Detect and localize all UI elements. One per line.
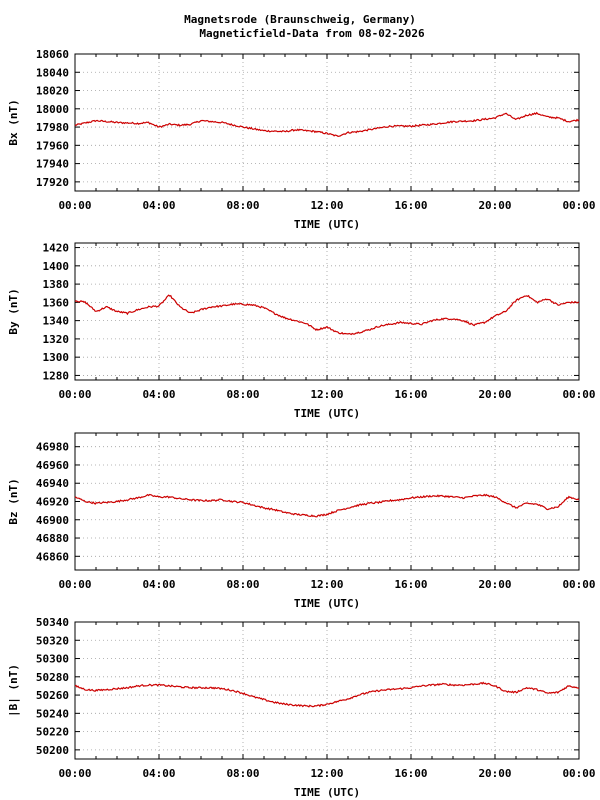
panel-2-y-axis-label: By (nT) <box>7 288 20 334</box>
panel-3-x-tick-label-0: 00:00 <box>58 578 91 591</box>
chart-title-line1: Magnetsrode (Braunschweig, Germany) <box>184 13 416 26</box>
panel-1-series-line <box>74 111 580 138</box>
panel-1-x-tick-label-1: 04:00 <box>142 199 175 212</box>
panel-3-x-tick-label-4: 16:00 <box>394 578 427 591</box>
panel-4-x-axis-label: TIME (UTC) <box>294 786 360 799</box>
panel-4-y-tick-label-5: 50300 <box>36 653 69 666</box>
panel-2-y-tick-label-0: 1280 <box>43 369 70 382</box>
panel-4-series-line <box>74 681 580 708</box>
panel-2-x-tick-label-6: 00:00 <box>562 388 595 401</box>
panel-4-x-tick-label-0: 00:00 <box>58 767 91 780</box>
panel-3-x-tick-label-5: 20:00 <box>478 578 511 591</box>
panel-2-y-tick-label-1: 1300 <box>43 351 70 364</box>
panel-3-y-tick-label-0: 46860 <box>36 550 69 563</box>
panel-4-x-tick-label-3: 12:00 <box>310 767 343 780</box>
panel-1-x-tick-label-5: 20:00 <box>478 199 511 212</box>
panel-3-y-tick-label-4: 46940 <box>36 477 69 490</box>
panel-4-x-tick-label-1: 04:00 <box>142 767 175 780</box>
panel-2-y-tick-label-6: 1400 <box>43 260 70 273</box>
panel-3-y-tick-label-5: 46960 <box>36 459 69 472</box>
panel-4-x-tick-label-6: 00:00 <box>562 767 595 780</box>
panel-2-x-axis-label: TIME (UTC) <box>294 407 360 420</box>
panel-3-y-tick-label-1: 46880 <box>36 532 69 545</box>
panel-4-y-tick-label-4: 50280 <box>36 671 69 684</box>
panel-1-x-tick-label-2: 08:00 <box>226 199 259 212</box>
panel-1-x-tick-label-3: 12:00 <box>310 199 343 212</box>
panel-4-y-tick-label-2: 50240 <box>36 707 69 720</box>
panel-3-x-tick-label-6: 00:00 <box>562 578 595 591</box>
panel-2-x-tick-label-3: 12:00 <box>310 388 343 401</box>
panel-1-y-axis-label: Bx (nT) <box>7 99 20 145</box>
panel-1-y-tick-label-3: 17980 <box>36 121 69 134</box>
panel-4-y-tick-label-0: 50200 <box>36 744 69 757</box>
panel-3-x-axis-label: TIME (UTC) <box>294 597 360 610</box>
panel-1-y-tick-label-2: 17960 <box>36 139 69 152</box>
panel-3-x-tick-label-1: 04:00 <box>142 578 175 591</box>
panel-2-y-tick-label-4: 1360 <box>43 296 70 309</box>
panel-3-series-line <box>74 493 580 518</box>
panel-4-x-tick-label-2: 08:00 <box>226 767 259 780</box>
panel-2-x-tick-label-5: 20:00 <box>478 388 511 401</box>
panel-1-x-tick-label-4: 16:00 <box>394 199 427 212</box>
panel-4-x-tick-label-5: 20:00 <box>478 767 511 780</box>
panel-1-y-tick-label-0: 17920 <box>36 176 69 189</box>
panel-1-x-axis-label: TIME (UTC) <box>294 218 360 231</box>
panel-2-y-tick-label-2: 1320 <box>43 333 70 346</box>
panel-2-x-tick-label-4: 16:00 <box>394 388 427 401</box>
panel-3-x-tick-label-3: 12:00 <box>310 578 343 591</box>
panel-4-y-axis-label: |B| (nT) <box>7 664 20 717</box>
panel-4-y-tick-label-6: 50320 <box>36 634 69 647</box>
panel-3-y-axis-label: Bz (nT) <box>7 478 20 524</box>
panel-4-y-tick-label-1: 50220 <box>36 726 69 739</box>
panel-3-y-tick-label-6: 46980 <box>36 441 69 454</box>
panel-2-x-tick-label-2: 08:00 <box>226 388 259 401</box>
panel-1-y-tick-label-6: 18040 <box>36 66 69 79</box>
panel-2-series-line <box>74 294 580 336</box>
panel-1-x-tick-label-0: 00:00 <box>58 199 91 212</box>
panel-1-y-tick-label-4: 18000 <box>36 103 69 116</box>
panel-1-y-tick-label-7: 18060 <box>36 48 69 61</box>
panel-3-y-tick-label-3: 46920 <box>36 496 69 509</box>
panel-3-y-tick-label-2: 46900 <box>36 514 69 527</box>
panel-4-y-tick-label-7: 50340 <box>36 616 69 629</box>
panel-2-y-tick-label-3: 1340 <box>43 315 70 328</box>
panel-1-y-tick-label-1: 17940 <box>36 158 69 171</box>
panel-1-y-tick-label-5: 18020 <box>36 85 69 98</box>
panel-1-x-tick-label-6: 00:00 <box>562 199 595 212</box>
panel-4-x-tick-label-4: 16:00 <box>394 767 427 780</box>
chart-title-line2: Magneticfield-Data from 08-02-2026 <box>199 27 425 40</box>
panel-3-x-tick-label-2: 08:00 <box>226 578 259 591</box>
panel-2-x-tick-label-1: 04:00 <box>142 388 175 401</box>
panel-2-y-tick-label-7: 1420 <box>43 242 70 255</box>
panel-2-x-tick-label-0: 00:00 <box>58 388 91 401</box>
panel-4-y-tick-label-3: 50260 <box>36 689 69 702</box>
panel-2-y-tick-label-5: 1380 <box>43 278 70 291</box>
